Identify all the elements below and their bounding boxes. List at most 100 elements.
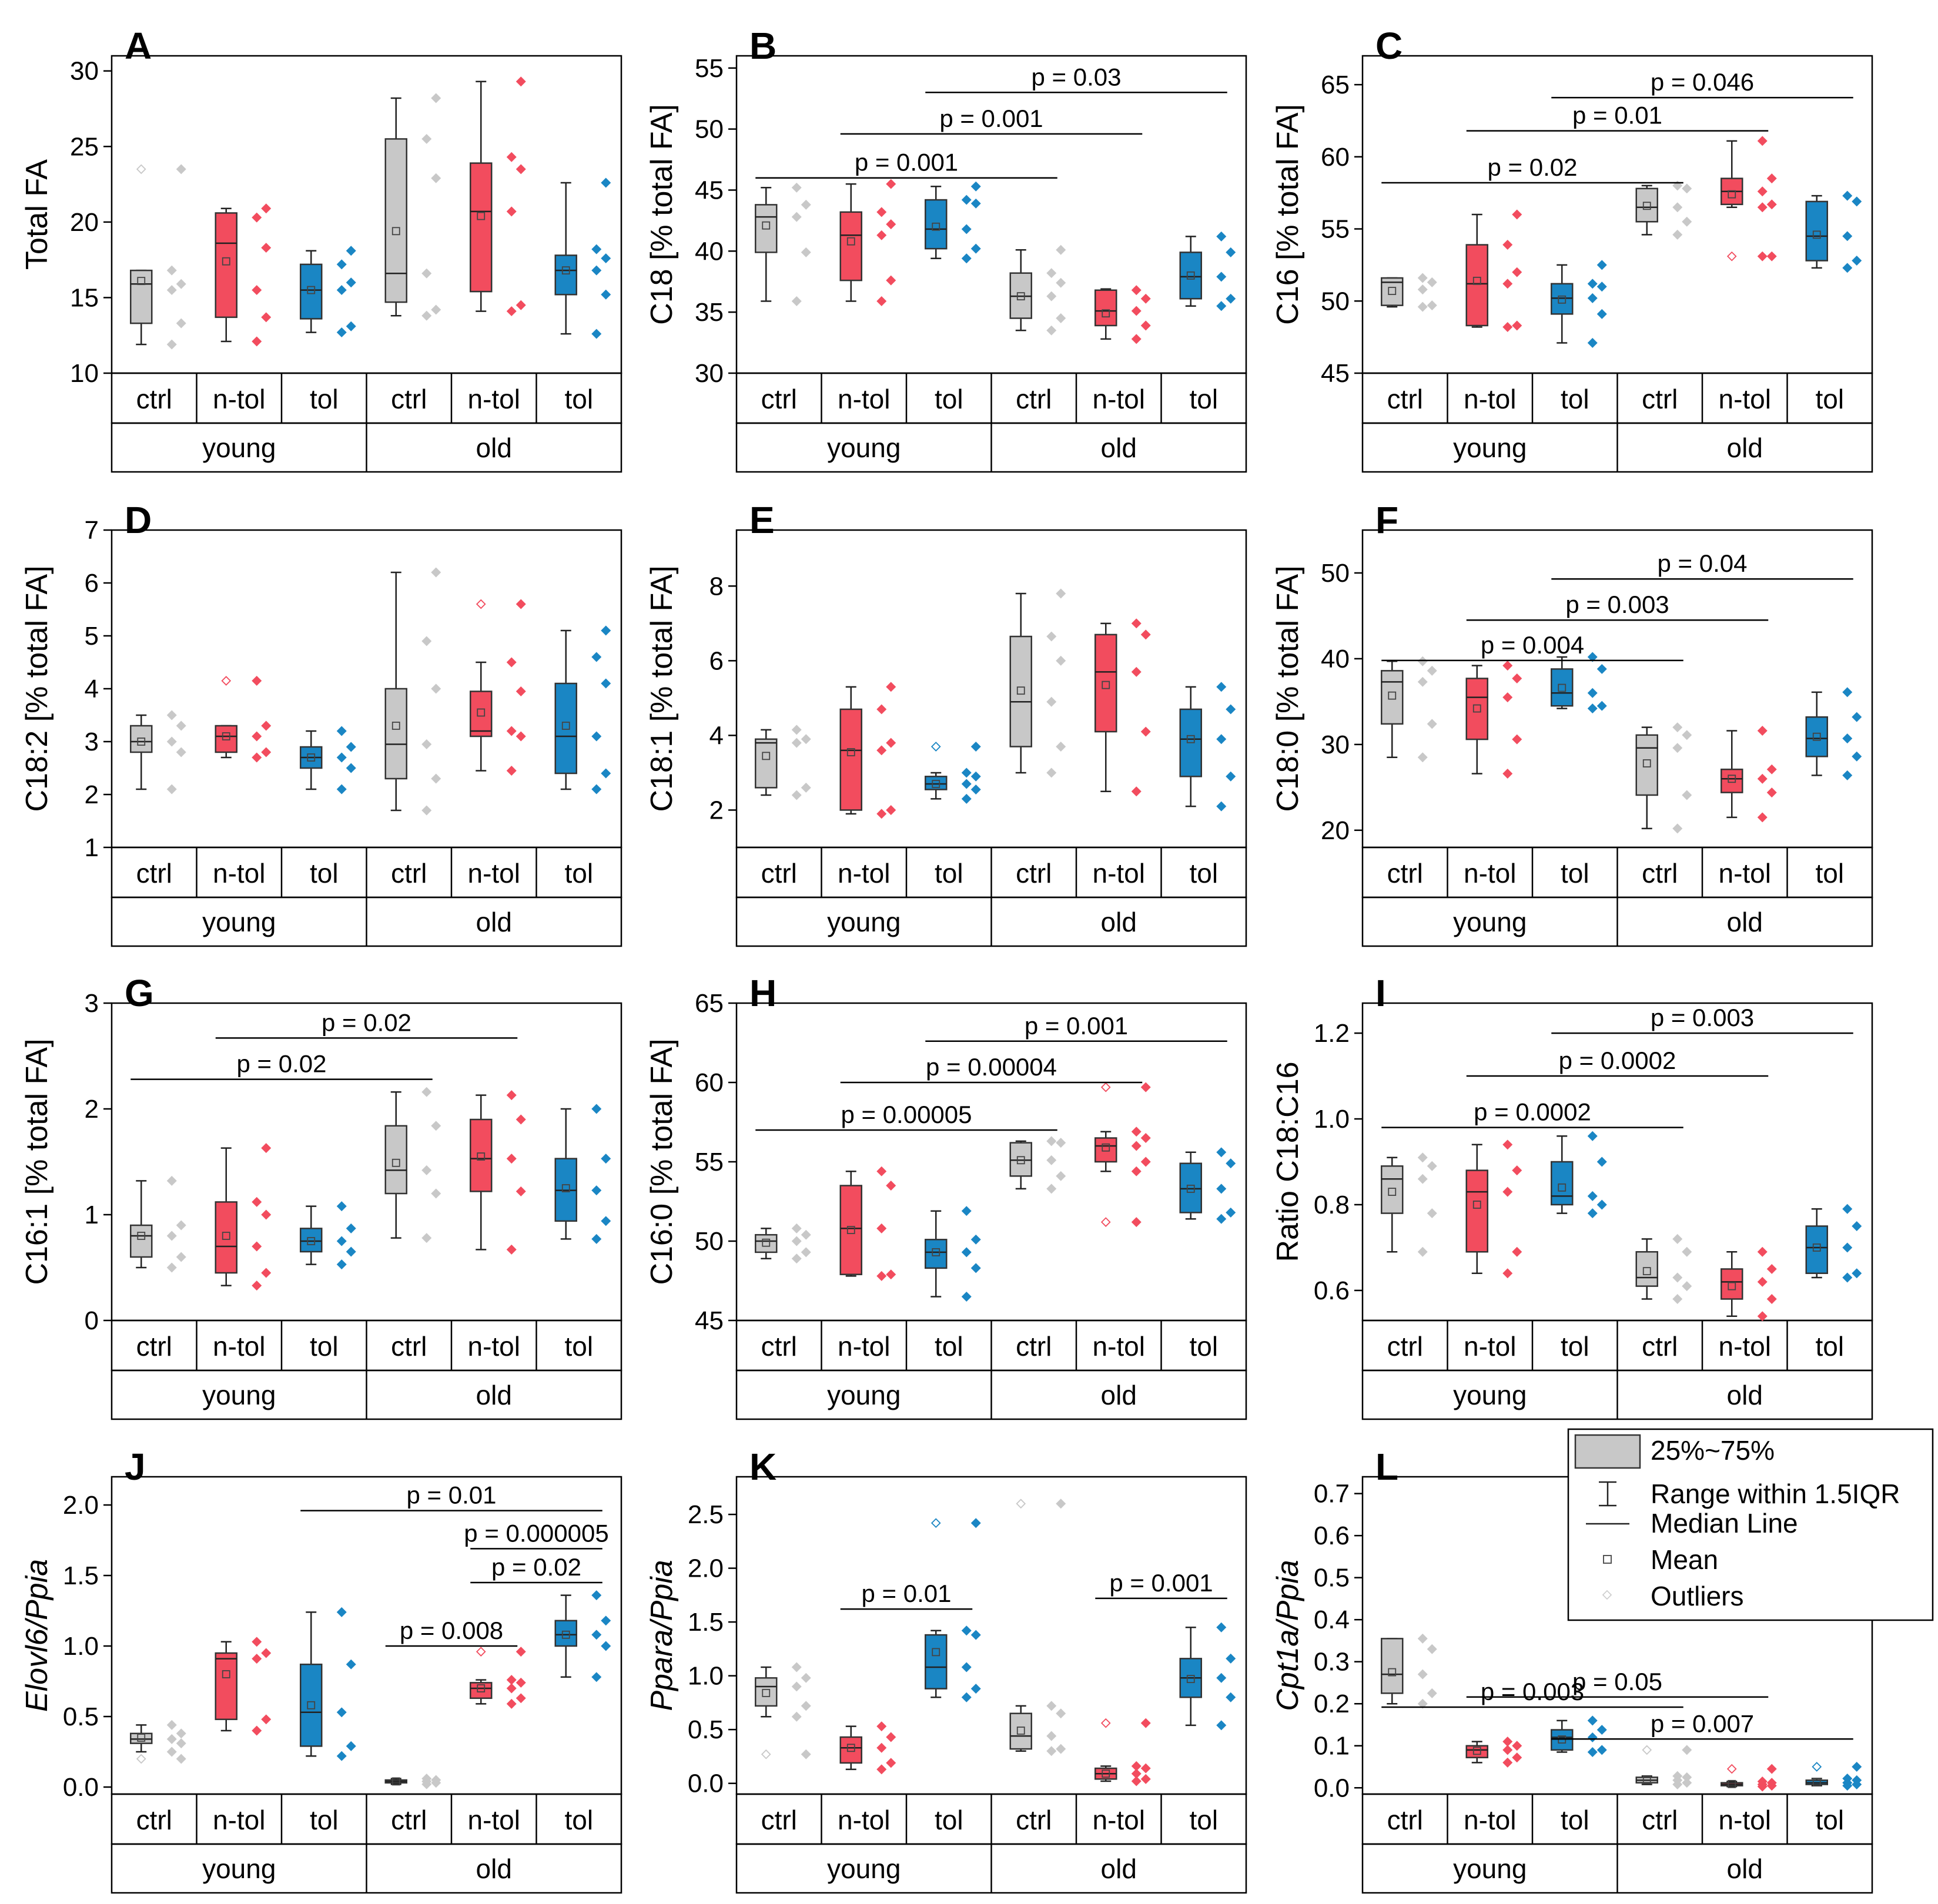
box-tol-old bbox=[1179, 682, 1236, 812]
y-axis-label: C18:1 [% total FA] bbox=[645, 565, 679, 812]
data-point bbox=[252, 1241, 262, 1252]
data-point bbox=[1427, 1644, 1437, 1654]
data-point bbox=[876, 745, 887, 756]
category-label: tol bbox=[310, 384, 339, 414]
data-point bbox=[1682, 790, 1692, 800]
pvalue-label: p = 0.004 bbox=[1481, 631, 1584, 659]
category-label: n-tol bbox=[1719, 858, 1771, 889]
box-ctrl-young bbox=[1381, 1152, 1437, 1257]
data-point bbox=[801, 1701, 811, 1711]
mean-marker bbox=[222, 732, 230, 740]
mean-marker bbox=[1472, 1747, 1481, 1755]
iqr-box bbox=[554, 254, 577, 296]
category-label: ctrl bbox=[761, 384, 797, 414]
y-tick-label: 0.6 bbox=[1314, 1276, 1350, 1305]
data-point bbox=[1140, 629, 1151, 640]
box-tol-old bbox=[1179, 1622, 1236, 1731]
data-point bbox=[1766, 787, 1777, 798]
data-point bbox=[506, 206, 517, 217]
box-ctrl-old bbox=[384, 93, 441, 321]
data-point bbox=[1757, 726, 1768, 736]
data-point bbox=[1587, 1715, 1598, 1726]
data-point bbox=[176, 747, 186, 757]
data-point bbox=[1046, 291, 1057, 301]
data-point bbox=[1757, 1276, 1768, 1287]
data-point bbox=[1216, 231, 1227, 242]
data-point bbox=[876, 1223, 887, 1233]
data-point bbox=[516, 1677, 526, 1688]
panel-c: ctrl n-tol tol ctrl n-tol tol young old 45 50 55 60… bbox=[1271, 25, 1873, 473]
y-tick-label: 2 bbox=[709, 796, 724, 824]
outlier-point bbox=[136, 1754, 146, 1764]
data-point bbox=[1131, 1141, 1142, 1151]
data-point bbox=[970, 1234, 981, 1245]
category-label: n-tol bbox=[1464, 384, 1516, 414]
data-point bbox=[1427, 1688, 1437, 1698]
mean-marker bbox=[222, 257, 230, 266]
data-point bbox=[1056, 588, 1066, 599]
data-point bbox=[1417, 301, 1428, 312]
box-ctrl-old bbox=[384, 1774, 441, 1789]
iqr-box bbox=[215, 1652, 237, 1721]
outlier-point bbox=[221, 676, 232, 686]
data-point bbox=[336, 327, 347, 338]
data-point bbox=[1417, 1669, 1428, 1680]
y-tick-label: 60 bbox=[1321, 143, 1350, 172]
mean-marker bbox=[762, 1689, 771, 1697]
panel-letter: C bbox=[1375, 25, 1403, 67]
data-point bbox=[516, 1647, 526, 1657]
box-n-tol-young bbox=[215, 1143, 272, 1291]
mean-marker bbox=[846, 237, 855, 246]
panel-b: ctrl n-tol tol ctrl n-tol tol young old 30 35 40 45… bbox=[645, 25, 1247, 473]
mean-marker bbox=[137, 738, 146, 746]
mean-marker bbox=[1016, 1727, 1025, 1735]
box-n-tol-young bbox=[839, 1721, 896, 1775]
box-tol-young bbox=[925, 741, 981, 804]
data-point bbox=[1842, 231, 1853, 242]
plot-frame bbox=[735, 1002, 1247, 1322]
category-label: n-tol bbox=[213, 1331, 265, 1362]
data-point bbox=[1682, 1745, 1692, 1755]
outlier-point bbox=[1726, 251, 1737, 262]
data-point bbox=[601, 1216, 611, 1226]
data-point bbox=[1512, 1741, 1522, 1751]
box-n-tol-old bbox=[1721, 1246, 1777, 1322]
data-point bbox=[1672, 743, 1683, 753]
mean-marker bbox=[1102, 1143, 1110, 1152]
mean-marker bbox=[932, 1248, 940, 1256]
data-point bbox=[1140, 293, 1151, 304]
data-point bbox=[886, 219, 896, 230]
data-point bbox=[516, 686, 526, 696]
data-point bbox=[1502, 1737, 1513, 1747]
data-point bbox=[506, 1244, 517, 1255]
box-ctrl-old bbox=[1009, 1136, 1066, 1194]
data-point bbox=[252, 1725, 262, 1736]
data-point bbox=[1140, 1157, 1151, 1167]
category-label: tol bbox=[1189, 384, 1218, 414]
data-point bbox=[252, 676, 262, 686]
data-point bbox=[876, 296, 887, 306]
iqr-box bbox=[215, 725, 237, 753]
data-point bbox=[1587, 703, 1598, 714]
iqr-box bbox=[130, 269, 153, 324]
panel-letter: D bbox=[125, 499, 152, 541]
data-point bbox=[791, 296, 802, 306]
data-point bbox=[1417, 273, 1428, 283]
box-ctrl-old bbox=[1009, 1499, 1066, 1756]
category-label: tol bbox=[310, 1805, 339, 1835]
plot-frame bbox=[111, 529, 622, 849]
outlier-point bbox=[1642, 1745, 1652, 1755]
data-point bbox=[1672, 1272, 1683, 1283]
data-point bbox=[1596, 1157, 1607, 1167]
data-point bbox=[791, 1681, 802, 1692]
data-point bbox=[886, 275, 896, 286]
category-label: ctrl bbox=[1016, 858, 1052, 889]
y-tick-label: 55 bbox=[695, 54, 724, 83]
y-tick-label: 35 bbox=[695, 298, 724, 327]
mean-marker bbox=[1388, 287, 1397, 295]
y-tick-label: 4 bbox=[709, 721, 724, 750]
plot-frame bbox=[735, 55, 1247, 374]
data-point bbox=[1216, 801, 1227, 812]
group-label: old bbox=[1101, 1380, 1137, 1410]
data-point bbox=[431, 173, 441, 183]
